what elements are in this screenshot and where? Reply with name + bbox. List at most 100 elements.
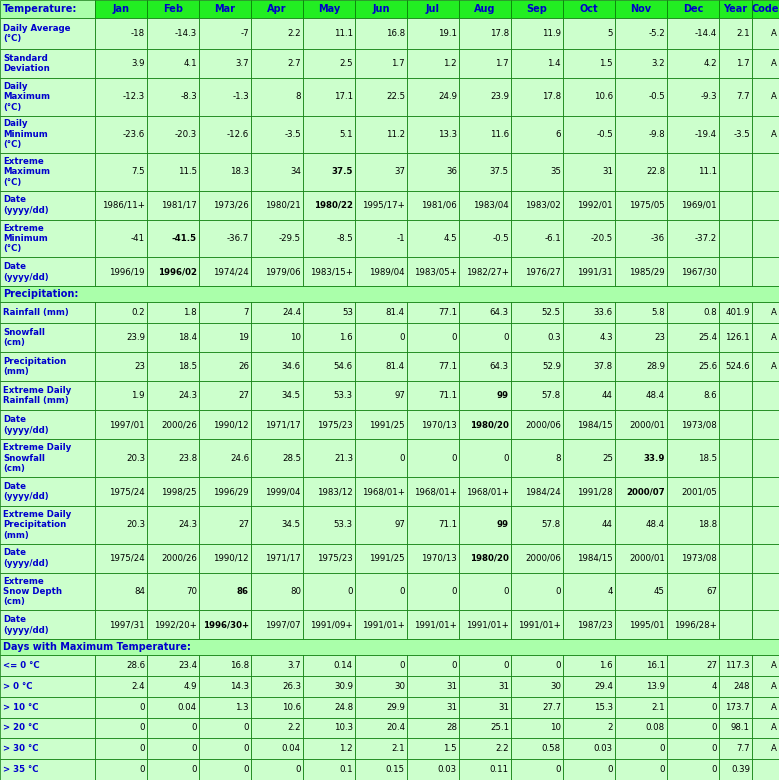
Text: 18.5: 18.5 <box>698 454 717 463</box>
Text: 2: 2 <box>608 723 613 732</box>
Bar <box>407 0 459 18</box>
Bar <box>95 302 147 323</box>
Text: 1983/05+: 1983/05+ <box>414 268 457 276</box>
Bar <box>563 220 615 257</box>
Bar <box>407 153 459 190</box>
Bar <box>147 506 199 544</box>
Bar <box>199 477 251 506</box>
Text: 23.8: 23.8 <box>178 454 197 463</box>
Bar <box>752 610 779 640</box>
Bar <box>147 190 199 220</box>
Text: 8.6: 8.6 <box>703 392 717 400</box>
Bar <box>199 410 251 439</box>
Text: 86: 86 <box>237 587 249 596</box>
Text: 2000/26: 2000/26 <box>161 420 197 429</box>
Text: 31: 31 <box>446 682 457 691</box>
Bar <box>303 190 355 220</box>
Text: Mar: Mar <box>214 4 235 14</box>
Text: 28.9: 28.9 <box>646 362 665 371</box>
Bar <box>615 477 667 506</box>
Text: 1991/01+: 1991/01+ <box>518 620 561 629</box>
Text: 23: 23 <box>654 333 665 342</box>
Bar <box>459 0 511 18</box>
Bar <box>615 49 667 78</box>
Bar <box>303 381 355 410</box>
Bar <box>667 18 719 49</box>
Text: 0: 0 <box>711 765 717 774</box>
Bar <box>95 573 147 610</box>
Bar <box>667 439 719 477</box>
Text: 1995/17+: 1995/17+ <box>362 200 405 210</box>
Bar <box>0 302 95 323</box>
Bar <box>667 381 719 410</box>
Text: 5.8: 5.8 <box>651 308 665 317</box>
Bar <box>251 257 303 286</box>
Text: Temperature:: Temperature: <box>3 4 77 14</box>
Bar <box>355 410 407 439</box>
Bar <box>615 153 667 190</box>
Bar <box>303 573 355 610</box>
Text: 1968/01+: 1968/01+ <box>466 487 509 496</box>
Text: 0: 0 <box>244 723 249 732</box>
Bar <box>147 18 199 49</box>
Text: 0: 0 <box>503 333 509 342</box>
Bar <box>303 323 355 352</box>
Text: 1986/11+: 1986/11+ <box>102 200 145 210</box>
Text: 16.8: 16.8 <box>230 661 249 670</box>
Bar <box>0 439 95 477</box>
Text: A: A <box>771 129 777 139</box>
Text: 1983/02: 1983/02 <box>525 200 561 210</box>
Bar <box>95 257 147 286</box>
Bar <box>0 286 779 302</box>
Text: Feb: Feb <box>163 4 183 14</box>
Text: 1970/13: 1970/13 <box>421 554 457 562</box>
Bar <box>511 697 563 718</box>
Bar <box>0 410 95 439</box>
Bar <box>147 697 199 718</box>
Text: 2.5: 2.5 <box>340 59 353 68</box>
Bar <box>147 759 199 780</box>
Bar <box>95 410 147 439</box>
Text: 67: 67 <box>706 587 717 596</box>
Bar <box>459 381 511 410</box>
Bar <box>719 544 752 573</box>
Text: 1985/29: 1985/29 <box>629 268 665 276</box>
Bar <box>355 352 407 381</box>
Bar <box>407 410 459 439</box>
Bar <box>355 220 407 257</box>
Bar <box>407 477 459 506</box>
Text: -12.6: -12.6 <box>227 129 249 139</box>
Text: 0: 0 <box>452 454 457 463</box>
Bar <box>459 323 511 352</box>
Text: 0: 0 <box>400 661 405 670</box>
Bar <box>615 257 667 286</box>
Bar <box>511 49 563 78</box>
Bar <box>511 477 563 506</box>
Text: 5: 5 <box>608 29 613 37</box>
Bar <box>355 115 407 153</box>
Bar <box>251 0 303 18</box>
Text: 0: 0 <box>711 703 717 711</box>
Text: 0: 0 <box>452 333 457 342</box>
Text: A: A <box>771 703 777 711</box>
Bar <box>199 506 251 544</box>
Text: 1973/08: 1973/08 <box>682 420 717 429</box>
Text: -36: -36 <box>651 234 665 243</box>
Text: 1974/24: 1974/24 <box>213 268 249 276</box>
Bar <box>752 18 779 49</box>
Bar <box>355 610 407 640</box>
Bar <box>407 739 459 759</box>
Bar <box>459 257 511 286</box>
Text: 1.6: 1.6 <box>340 333 353 342</box>
Text: 1975/24: 1975/24 <box>109 554 145 562</box>
Text: 20.4: 20.4 <box>386 723 405 732</box>
Text: Aug: Aug <box>474 4 495 14</box>
Bar <box>95 115 147 153</box>
Bar <box>199 352 251 381</box>
Text: 1991/25: 1991/25 <box>369 420 405 429</box>
Bar <box>459 759 511 780</box>
Text: 4: 4 <box>711 682 717 691</box>
Text: 1973/26: 1973/26 <box>213 200 249 210</box>
Text: 1996/30+: 1996/30+ <box>203 620 249 629</box>
Text: Days with Maximum Temperature:: Days with Maximum Temperature: <box>3 642 191 652</box>
